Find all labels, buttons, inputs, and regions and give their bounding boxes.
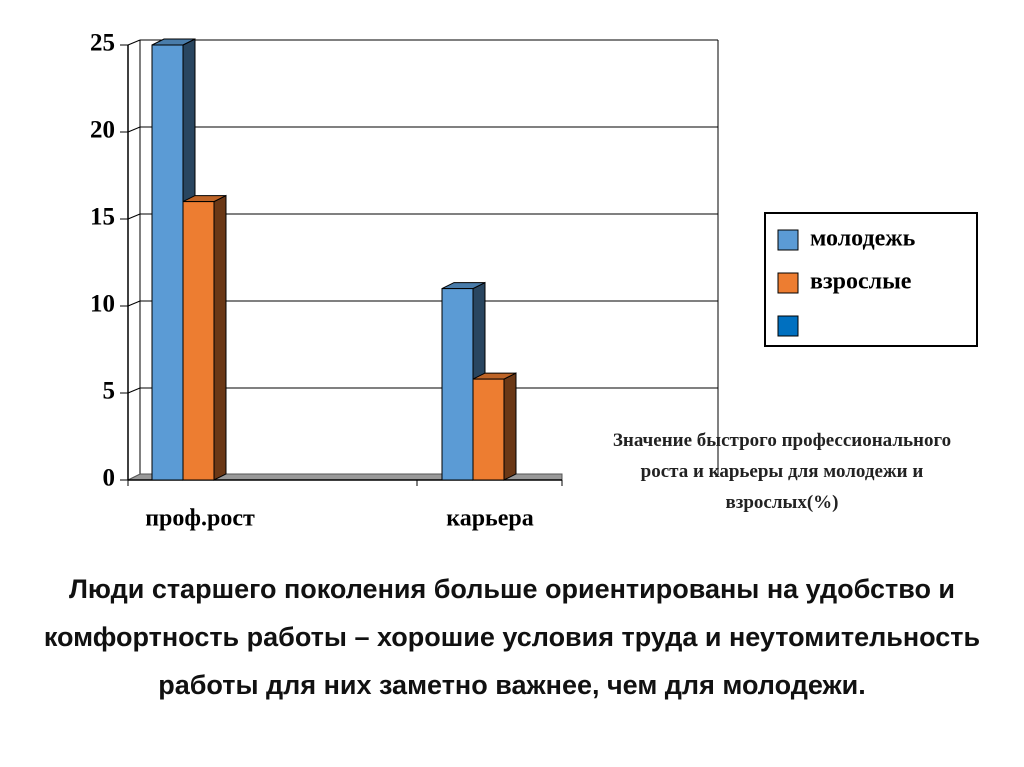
bar bbox=[182, 201, 215, 481]
bar-side bbox=[213, 194, 227, 481]
x-tick-label: проф.рост bbox=[145, 506, 255, 532]
legend-swatch bbox=[777, 315, 799, 337]
legend-label: молодежь bbox=[810, 226, 916, 252]
caption: Люди старшего поколения больше ориентиро… bbox=[43, 574, 981, 700]
bar-side bbox=[503, 372, 517, 481]
grid-line bbox=[127, 300, 141, 307]
grid-line bbox=[127, 213, 141, 220]
bar bbox=[472, 378, 505, 481]
legend-swatch bbox=[777, 272, 799, 294]
y-tick-label: 25 bbox=[90, 30, 115, 57]
legend-label: взрослые bbox=[810, 269, 912, 295]
y-tick-label: 15 bbox=[90, 204, 115, 231]
y-tick-label: 10 bbox=[90, 291, 115, 318]
y-tick-label: 0 bbox=[103, 465, 116, 492]
chart-title: Значение быстрого профессионального рост… bbox=[612, 430, 952, 513]
y-tick-label: 5 bbox=[103, 378, 116, 405]
grid-line bbox=[127, 39, 141, 46]
grid-line bbox=[127, 126, 141, 133]
bar bbox=[441, 288, 474, 481]
x-tick-label: карьера bbox=[446, 506, 534, 532]
grid-line bbox=[127, 387, 141, 394]
y-tick-label: 20 bbox=[90, 117, 115, 144]
legend-box bbox=[764, 212, 978, 347]
legend-swatch bbox=[777, 229, 799, 251]
bar bbox=[151, 44, 184, 481]
